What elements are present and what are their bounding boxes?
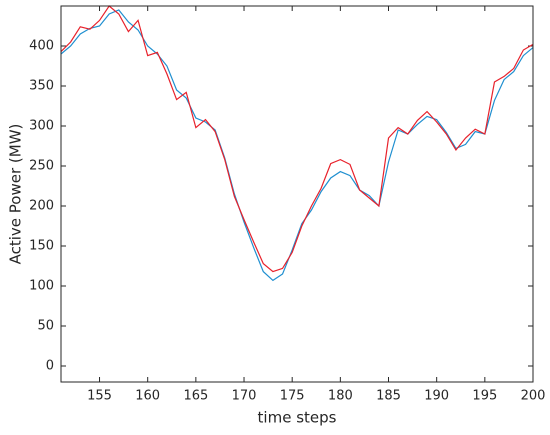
y-tick-label: 400: [29, 39, 54, 54]
y-tick-label: 300: [29, 119, 54, 134]
y-tick-label: 0: [46, 359, 54, 374]
x-tick-label: 165: [183, 389, 208, 404]
axes-box: [60, 5, 534, 383]
x-axis-label: time steps: [258, 409, 337, 427]
y-tick-label: 100: [29, 279, 54, 294]
x-tick-label: 170: [232, 389, 257, 404]
x-tick-label: 175: [280, 389, 305, 404]
y-tick-label: 50: [37, 319, 54, 334]
x-tick-label: 190: [424, 389, 449, 404]
y-tick-label: 350: [29, 79, 54, 94]
y-tick-label: 200: [29, 199, 54, 214]
x-tick-label: 180: [328, 389, 353, 404]
line-series: [60, 9, 534, 282]
y-axis-label: Active Power (MW): [7, 124, 25, 265]
x-tick-label: 200: [521, 389, 546, 404]
x-tick-label: 155: [87, 389, 112, 404]
y-tick-label: 250: [29, 159, 54, 174]
y-tick-label: 150: [29, 239, 54, 254]
x-tick-label: 195: [472, 389, 497, 404]
x-tick-label: 185: [376, 389, 401, 404]
x-tick-label: 160: [135, 389, 160, 404]
line-series: [60, 5, 534, 273]
